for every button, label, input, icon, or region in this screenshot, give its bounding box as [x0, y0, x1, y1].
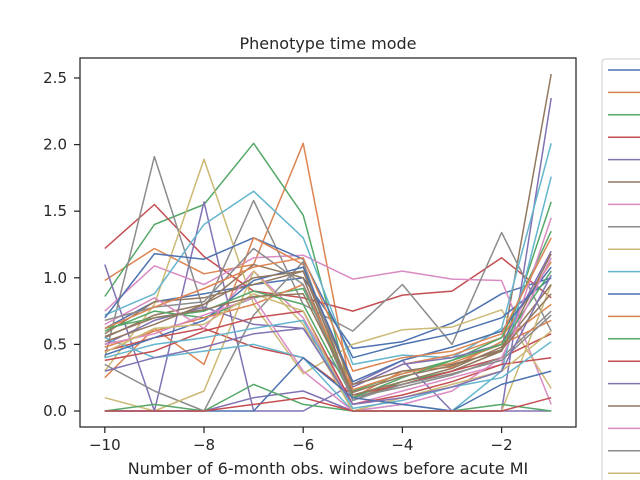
y-tick-label: 2.0 [43, 136, 67, 154]
series-layer [104, 73, 552, 412]
y-tick-label: 0.5 [43, 335, 67, 353]
x-tick-label: −8 [193, 436, 215, 454]
series-line-35 [104, 274, 552, 406]
x-tick-label: −2 [491, 436, 513, 454]
y-tick-label: 1.0 [43, 269, 67, 287]
x-axis: −10 −8 −6 −4 −2 [89, 427, 513, 454]
legend-box [601, 58, 640, 480]
legend [601, 58, 640, 480]
y-axis: 0.0 0.5 1.0 1.5 2.0 2.5 [43, 69, 80, 420]
y-tick-label: 2.5 [43, 69, 67, 87]
legend-handles [608, 69, 640, 474]
series-line-29 [104, 293, 552, 412]
series-line-20 [104, 176, 552, 412]
x-axis-label: Number of 6-month obs. windows before ac… [128, 459, 528, 478]
series-line-7 [104, 254, 552, 405]
x-tick-label: −6 [292, 436, 314, 454]
plot-frame [79, 57, 577, 428]
series-line-11 [104, 237, 552, 359]
y-tick-label: 1.5 [43, 202, 67, 220]
series-line-14 [104, 327, 552, 396]
chart-title: Phenotype time mode [240, 34, 417, 53]
series-line-33 [104, 383, 552, 412]
x-tick-label: −10 [89, 436, 121, 454]
series-line-34 [104, 396, 552, 412]
x-tick-label: −4 [391, 436, 413, 454]
y-tick-label: 0.0 [43, 402, 67, 420]
series-line-36 [104, 293, 552, 394]
series-line-32 [104, 237, 552, 372]
series-line-21 [104, 266, 552, 383]
series-line-27 [104, 257, 552, 412]
series-line-30 [104, 319, 552, 410]
